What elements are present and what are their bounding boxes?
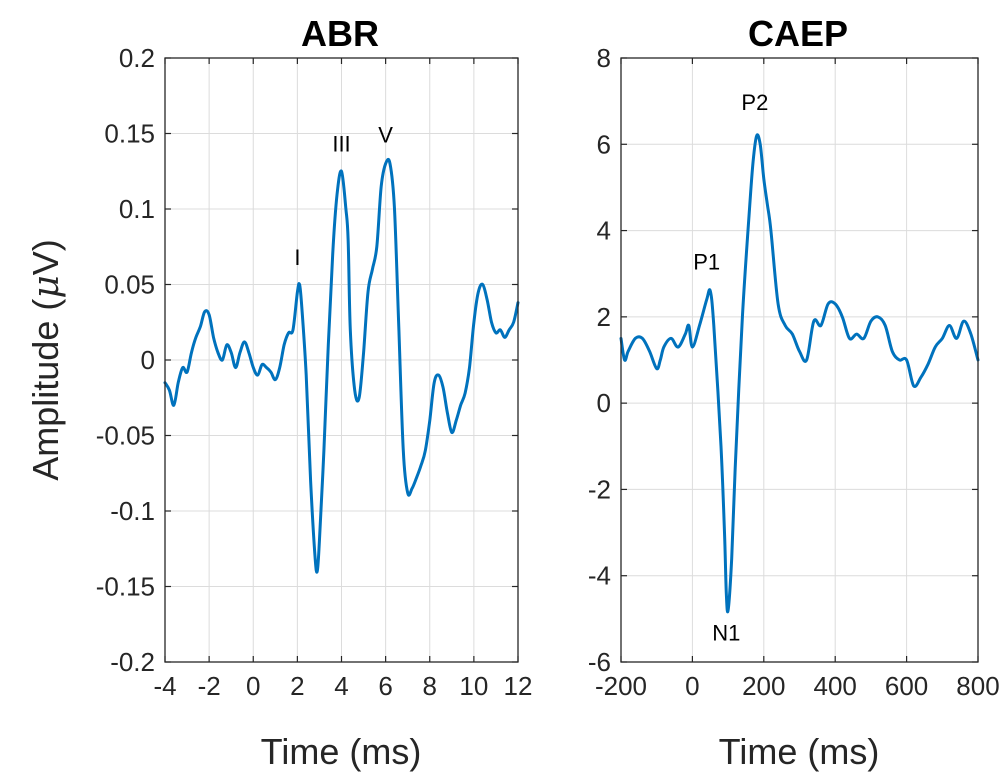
abr-xtick-label: 10 xyxy=(459,671,488,701)
abr-ytick-label: 0.15 xyxy=(104,119,155,149)
caep-xtick-label: 200 xyxy=(742,671,785,701)
ylabel-prefix: Amplitude ( xyxy=(25,299,66,481)
abr-peak-label: V xyxy=(378,123,393,148)
abr-ytick-label: -0.2 xyxy=(110,647,155,677)
abr-xtick-label: 0 xyxy=(246,671,260,701)
caep-axes-frame xyxy=(620,57,979,663)
caep-ytick-label: -6 xyxy=(588,647,611,677)
abr-plot-area xyxy=(163,157,520,574)
abr-ytick-label: 0.2 xyxy=(119,43,155,73)
abr-xtick-label: 12 xyxy=(504,671,533,701)
abr-ytick-label: 0.1 xyxy=(119,194,155,224)
abr-xtick-label: -4 xyxy=(153,671,176,701)
abr-ytick-label: -0.05 xyxy=(96,421,155,451)
caep-title: CAEP xyxy=(748,13,848,54)
abr-xtick-label: 8 xyxy=(423,671,437,701)
abr-ytick-label: -0.15 xyxy=(96,572,155,602)
caep-ytick-label: -4 xyxy=(588,561,611,591)
caep-xtick-label: 0 xyxy=(685,671,699,701)
caep-plot-area xyxy=(619,133,980,614)
caep-ytick-label: 6 xyxy=(597,129,611,159)
abr-waveform-line xyxy=(163,157,520,574)
caep-xlabel: Time (ms) xyxy=(719,731,880,772)
abr-xtick-label: 2 xyxy=(290,671,304,701)
abr-ytick-label: 0 xyxy=(141,345,155,375)
abr-ytick-label: 0.05 xyxy=(104,270,155,300)
caep-xtick-label: 400 xyxy=(814,671,857,701)
caep-xtick-label: -200 xyxy=(595,671,647,701)
abr-panel: ABR -4 -2 0 2 4 6 8 10 12-0.2-0.15-0.1-0.0500.05… xyxy=(96,13,533,772)
ylabel-mu: μ xyxy=(26,275,67,298)
caep-waveform-line xyxy=(619,133,980,614)
caep-peak-label: P1 xyxy=(693,249,720,274)
abr-title: ABR xyxy=(301,13,379,54)
abr-ticks: -4 -2 0 2 4 6 8 10 12-0.2-0.15-0.1-0.0500.050.10… xyxy=(96,43,533,701)
abr-peak-label: I xyxy=(294,245,300,270)
ylabel: Amplitude (μV) xyxy=(25,239,67,480)
ylabel-suffix: V) xyxy=(25,239,66,275)
caep-xtick-label: 600 xyxy=(885,671,928,701)
caep-ytick-label: 4 xyxy=(597,216,611,246)
caep-ytick-label: 0 xyxy=(597,388,611,418)
abr-peak-label: III xyxy=(332,132,350,157)
caep-annotations: P1 P2 N1 xyxy=(693,90,768,646)
caep-ytick-label: 8 xyxy=(597,43,611,73)
caep-xtick-label: 800 xyxy=(956,671,999,701)
caep-ytick-label: 2 xyxy=(597,302,611,332)
abr-xtick-label: 4 xyxy=(334,671,348,701)
caep-ticks: -200 0 200 400 600 800 -6 -4 -2 0 2 4 6 8 xyxy=(588,43,1000,701)
caep-ytick-label: -2 xyxy=(588,474,611,504)
abr-ytick-label: -0.1 xyxy=(110,496,155,526)
caep-panel: CAEP -200 0 200 400 600 800 -6 -4 -2 0 2 4 6 8 P1 P2 N1… xyxy=(588,13,1000,772)
abr-xtick-label: -2 xyxy=(198,671,221,701)
abr-xtick-label: 6 xyxy=(378,671,392,701)
caep-grid xyxy=(620,57,979,663)
caep-peak-label: N1 xyxy=(712,620,740,645)
abr-xlabel: Time (ms) xyxy=(261,731,422,772)
caep-peak-label: P2 xyxy=(741,90,768,115)
